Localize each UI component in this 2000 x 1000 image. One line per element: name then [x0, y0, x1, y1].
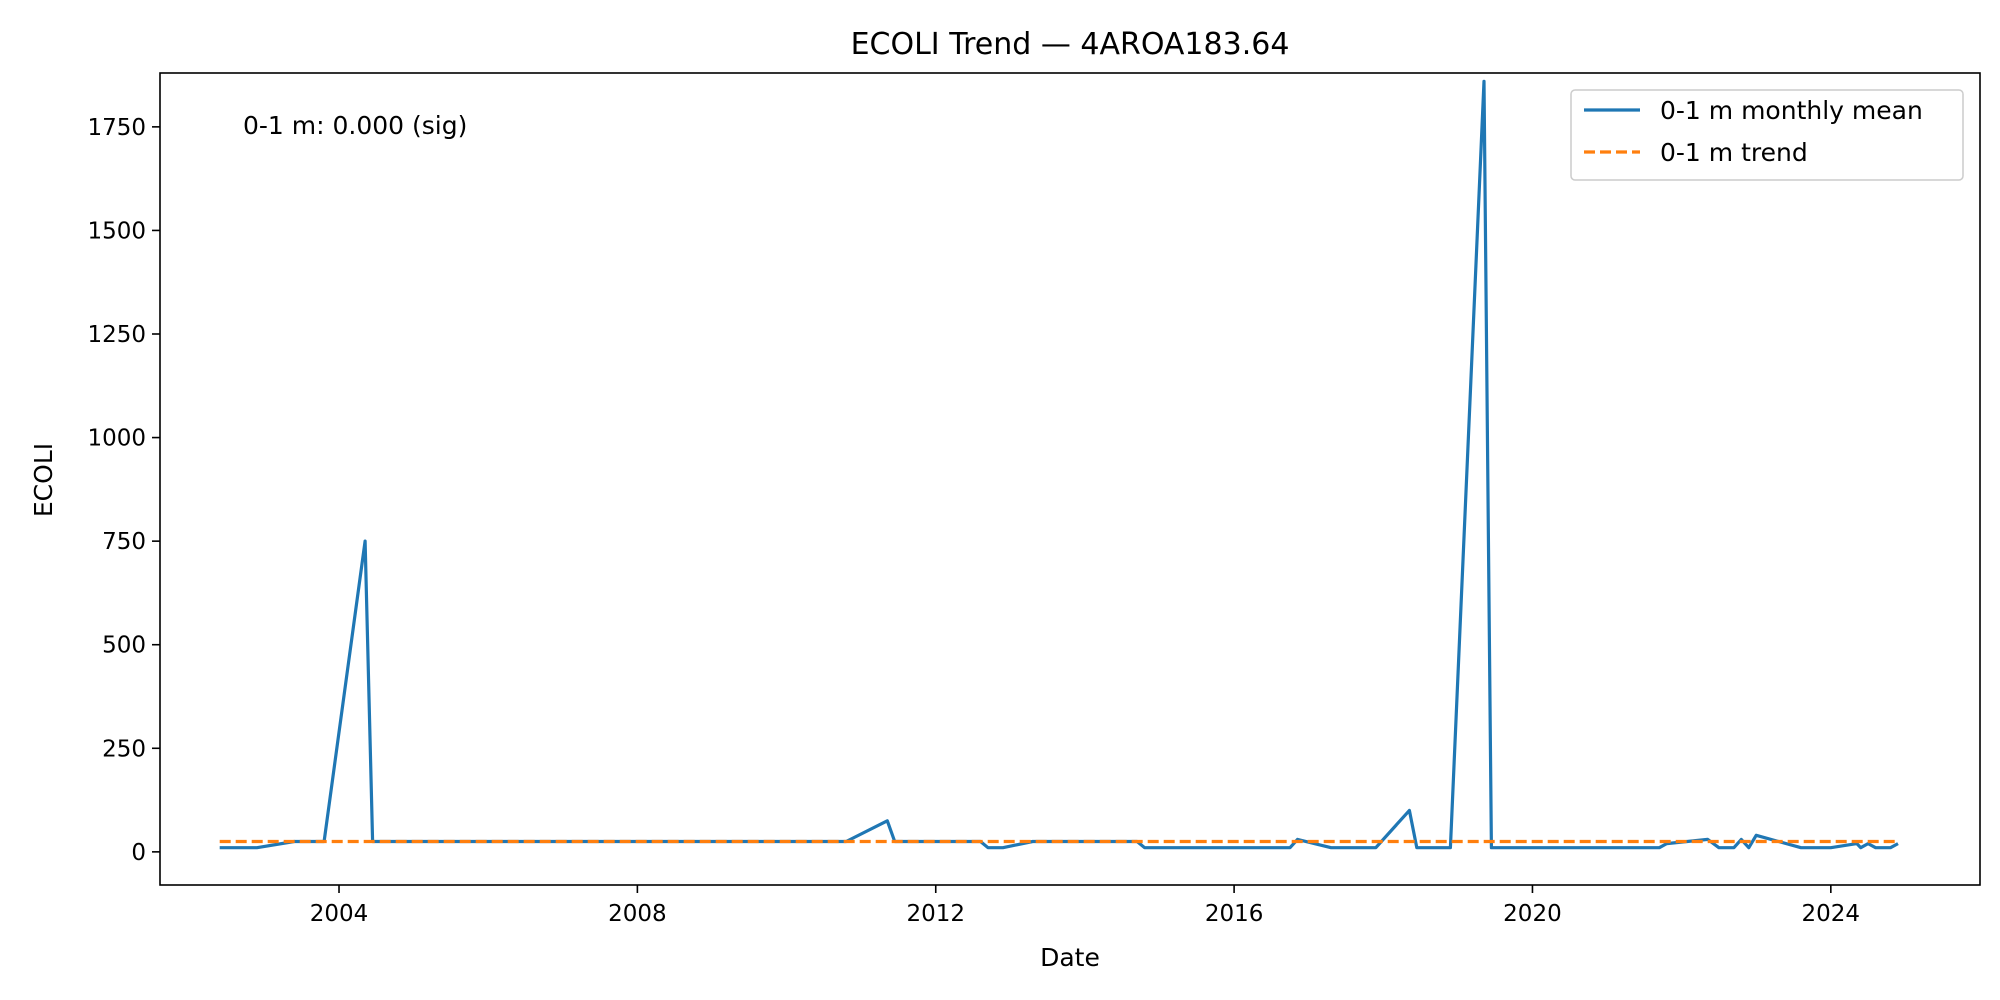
- series-layer: [219, 79, 1899, 850]
- legend-frame: [1570, 89, 1964, 181]
- x-tick-label: 2020: [1503, 901, 1562, 927]
- y-tick-label: 250: [102, 736, 146, 762]
- series-line-monthly-mean: [219, 79, 1899, 850]
- x-tick-label: 2024: [1802, 901, 1861, 927]
- y-tick-label: 0: [131, 840, 146, 866]
- legend-label-monthly-mean: 0-1 m monthly mean: [1660, 96, 1923, 125]
- x-tick-label: 2008: [608, 901, 667, 927]
- chart-title: ECOLI Trend — 4AROA183.64: [851, 27, 1290, 62]
- y-tick-label: 500: [102, 633, 146, 659]
- x-axis: 2004 2008 2012 2016 2020 2024: [310, 885, 1860, 927]
- y-tick-label: 1250: [87, 322, 146, 348]
- legend: 0-1 m monthly mean 0-1 m trend: [1570, 89, 1964, 181]
- y-tick-label: 1750: [87, 115, 146, 141]
- axes-frame: [159, 72, 1981, 886]
- y-tick-label: 1500: [87, 218, 146, 244]
- x-tick-label: 2012: [906, 901, 965, 927]
- legend-label-trend: 0-1 m trend: [1660, 138, 1808, 167]
- x-tick-label: 2016: [1205, 901, 1264, 927]
- x-axis-label: Date: [1040, 943, 1100, 972]
- y-tick-label: 1000: [87, 426, 146, 452]
- x-tick-label: 2004: [310, 901, 369, 927]
- plot-area: 2004 2008 2012 2016 2020 2024 0 250 500 750 1000 1…: [87, 72, 1981, 927]
- annotation-text: 0-1 m: 0.000 (sig): [243, 111, 467, 140]
- y-axis: 0 250 500 750 1000 1250 1500 1750: [87, 115, 160, 866]
- y-tick-label: 750: [102, 529, 146, 555]
- y-axis-label: ECOLI: [29, 443, 58, 517]
